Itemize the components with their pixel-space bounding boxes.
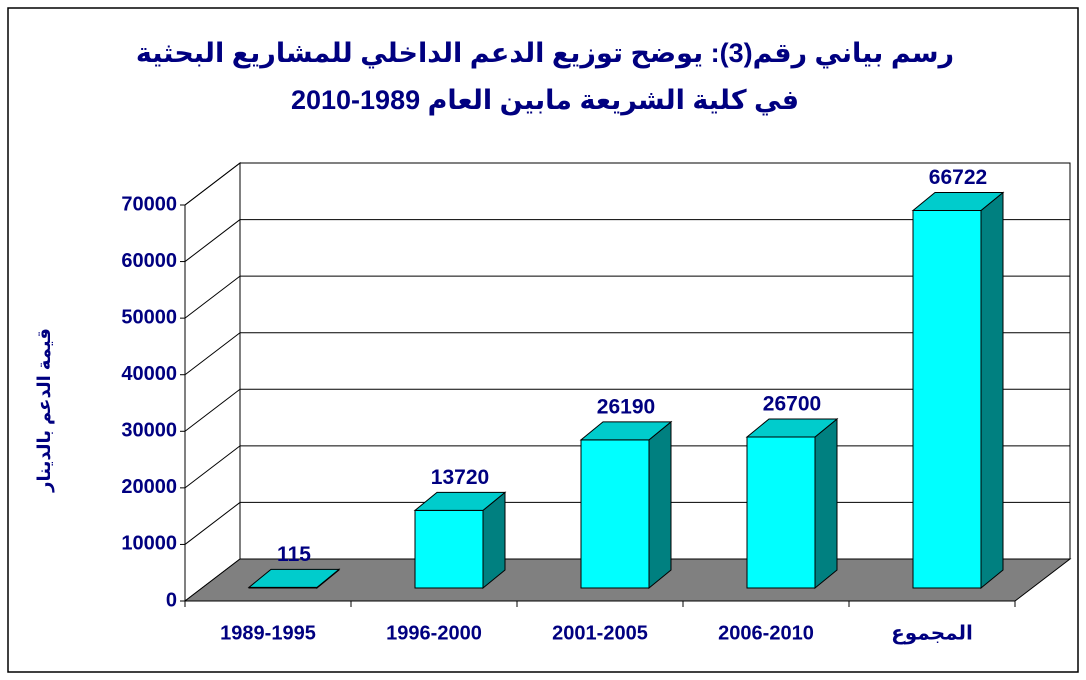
bar-side	[648, 420, 672, 590]
data-label: 13720	[431, 466, 489, 489]
data-label: 66722	[929, 166, 987, 189]
bar-front	[746, 436, 816, 589]
bar-side	[980, 191, 1004, 590]
y-tick-label: 20000	[121, 476, 177, 498]
grid-line	[184, 332, 241, 376]
bar-top	[579, 421, 673, 441]
y-tick-label: 50000	[121, 306, 177, 328]
chart-title: في كلية الشريعة مابين العام 1989-2010	[291, 85, 799, 116]
y-tick-label: 70000	[121, 193, 177, 215]
bar-front	[912, 210, 982, 589]
y-tick-label: 60000	[121, 250, 177, 272]
x-tick-label: 2006-2010	[718, 622, 814, 644]
grid-line	[184, 388, 241, 432]
data-label: 115	[277, 543, 311, 566]
x-tick-label: 2001-2005	[552, 622, 648, 644]
bar-top	[745, 418, 839, 438]
bar-front	[580, 439, 650, 589]
x-tick-label: 1989-1995	[220, 622, 316, 644]
grid-line	[184, 162, 241, 206]
bar-top	[911, 192, 1005, 212]
x-tick-label: 1996-2000	[386, 622, 482, 644]
bar-front	[414, 509, 484, 589]
bar-side	[814, 417, 838, 590]
y-tick-label: 10000	[121, 533, 177, 555]
grid-line	[184, 219, 241, 262]
side-wall	[184, 161, 241, 603]
grid-line	[184, 275, 241, 319]
x-tick-label: المجموع	[891, 622, 973, 644]
y-tick-label: 40000	[121, 363, 177, 385]
y-tick-label: 30000	[121, 420, 177, 442]
grid-line	[184, 445, 241, 489]
grid-line	[184, 502, 241, 545]
y-axis-label: قيمة الدعم بالدينار	[34, 328, 54, 493]
bar-top	[413, 491, 507, 511]
chart-title: رسم بياني رقم(3): يوضح توزيع الدعم الداخ…	[136, 38, 954, 69]
data-label: 26190	[597, 395, 655, 418]
data-label: 26700	[763, 393, 821, 416]
y-tick-label: 0	[166, 589, 177, 611]
bar-top	[247, 568, 341, 588]
